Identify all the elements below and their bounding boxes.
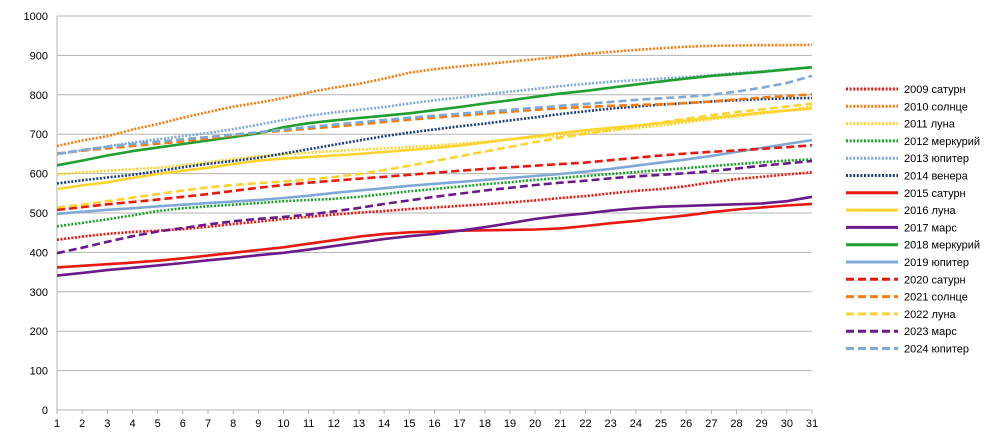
y-tick-label: 1000 (24, 11, 48, 23)
x-tick-label: 31 (806, 418, 818, 430)
legend-label-7: 2016 луна (904, 205, 957, 217)
x-tick-label: 2 (79, 418, 85, 430)
y-tick-label: 400 (30, 247, 48, 259)
series-line-1 (56, 43, 813, 148)
x-tick-label: 26 (680, 418, 692, 430)
legend-label-5: 2014 венера (904, 171, 969, 183)
x-tick-label: 29 (756, 418, 768, 430)
y-tick-label: 100 (30, 366, 48, 378)
y-tick-label: 300 (30, 287, 48, 299)
legend-label-4: 2013 юпитер (904, 153, 969, 165)
y-tick-label: 0 (42, 405, 48, 417)
x-tick-label: 16 (428, 418, 440, 430)
x-tick-label: 18 (479, 418, 491, 430)
x-tick-label: 24 (630, 418, 642, 430)
y-axis-tick-labels: 0 100 200 300 400 500 600 700 800 900 1000 (24, 11, 48, 417)
x-tick-label: 6 (180, 418, 186, 430)
x-tick-label: 10 (277, 418, 289, 430)
series-line-7 (56, 107, 813, 191)
axes (56, 16, 813, 414)
x-tick-label: 28 (730, 418, 742, 430)
legend-label-14: 2023 марс (904, 326, 957, 338)
legend-label-15: 2024 юпитер (904, 344, 969, 356)
y-tick-label: 500 (30, 208, 48, 220)
series-line-11 (56, 143, 813, 212)
y-tick-label: 600 (30, 169, 48, 181)
legend-label-1: 2010 солнце (904, 101, 968, 113)
series-line-2 (56, 104, 813, 176)
y-tick-label: 900 (30, 50, 48, 62)
grid-lines (57, 15, 812, 411)
y-tick-label: 200 (30, 326, 48, 338)
legend-label-10: 2019 юпитер (904, 257, 969, 269)
series-line-8 (56, 195, 813, 277)
x-tick-label: 12 (328, 418, 340, 430)
legend-label-6: 2015 сатурн (904, 188, 966, 200)
x-tick-label: 19 (504, 418, 516, 430)
x-tick-label: 22 (579, 418, 591, 430)
x-axis-tick-labels: 1 2 3 4 5 6 7 8 9 10 11 12 13 14 15 16 17 18 19 20 21 22 23 24 2… (54, 418, 818, 430)
legend-label-2: 2011 луна (904, 119, 956, 131)
series-line-15 (56, 74, 813, 156)
legend-label-3: 2012 меркурий (904, 136, 980, 148)
series-lines (56, 43, 813, 277)
x-tick-label: 25 (655, 418, 667, 430)
series-line-10 (56, 138, 813, 216)
x-tick-label: 13 (353, 418, 365, 430)
legend-label-11: 2020 сатурн (904, 274, 966, 286)
legend: 2009 сатурн 2010 солнце 2011 луна 2012 мерк… (846, 84, 980, 356)
x-tick-label: 1 (54, 418, 60, 430)
y-tick-label: 700 (30, 129, 48, 141)
x-tick-label: 3 (104, 418, 110, 430)
x-tick-label: 14 (378, 418, 390, 430)
series-line-6 (56, 202, 813, 269)
x-tick-label: 15 (403, 418, 415, 430)
series-line-12 (56, 93, 813, 155)
x-tick-label: 8 (230, 418, 236, 430)
x-tick-label: 4 (129, 418, 135, 430)
x-tick-label: 23 (605, 418, 617, 430)
x-tick-label: 27 (705, 418, 717, 430)
x-tick-label: 21 (554, 418, 566, 430)
series-line-9 (56, 65, 813, 167)
series-line-3 (56, 158, 813, 228)
x-tick-label: 11 (303, 418, 314, 430)
series-line-13 (56, 102, 813, 209)
legend-label-9: 2018 меркурий (904, 240, 980, 252)
legend-label-13: 2022 луна (904, 309, 957, 321)
x-tick-label: 5 (155, 418, 161, 430)
x-tick-label: 30 (781, 418, 793, 430)
y-tick-label: 800 (30, 90, 48, 102)
legend-label-12: 2021 солнце (904, 292, 968, 304)
x-tick-label: 7 (205, 418, 211, 430)
x-tick-label: 20 (529, 418, 541, 430)
series-line-4 (56, 65, 813, 156)
legend-label-8: 2017 марс (904, 222, 957, 234)
series-line-0 (56, 171, 813, 242)
legend-label-0: 2009 сатурн (904, 84, 966, 96)
x-tick-label: 17 (454, 418, 466, 430)
x-tick-label: 9 (255, 418, 261, 430)
